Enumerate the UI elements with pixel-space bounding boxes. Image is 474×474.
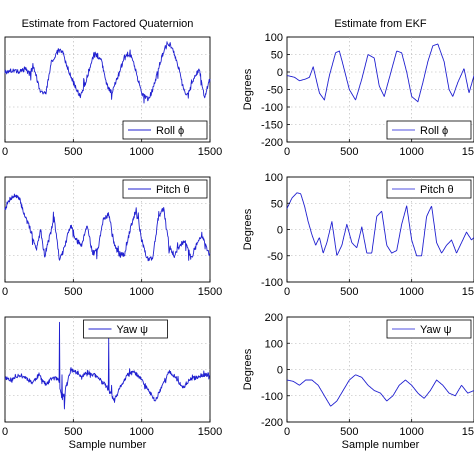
x-tick-label: 1000 bbox=[129, 146, 153, 158]
y-tick-label: -50 bbox=[267, 85, 283, 97]
legend: Yaw ψ bbox=[386, 319, 472, 339]
legend: Roll ϕ bbox=[386, 120, 472, 140]
x-tick-label: 1500 bbox=[462, 286, 474, 298]
x-tick-label: 500 bbox=[64, 286, 82, 298]
x-tick-label: 500 bbox=[64, 426, 82, 438]
y-tick-label: -100 bbox=[261, 277, 283, 289]
x-tick-label: 0 bbox=[284, 146, 290, 158]
x-tick-label: 1000 bbox=[129, 426, 153, 438]
series-line bbox=[4, 193, 211, 262]
subplot-2: 0 500 1000 1500 Pitch θ bbox=[2, 176, 222, 298]
y-tick-label: -200 bbox=[261, 137, 283, 149]
subplot-1: 050010001500100500-50-100-150-200Estimat… bbox=[242, 18, 474, 158]
y-tick-label: 100 bbox=[265, 172, 283, 184]
chart-title: Estimate from EKF bbox=[334, 18, 427, 30]
x-tick-label: 1500 bbox=[462, 146, 474, 158]
x-tick-label: 1000 bbox=[399, 426, 423, 438]
legend-label: Yaw ψ bbox=[420, 324, 452, 336]
legend-label: Yaw ψ bbox=[117, 324, 149, 336]
y-tick-label: 0 bbox=[277, 67, 283, 79]
x-tick-label: 500 bbox=[340, 426, 358, 438]
y-tick-label: 200 bbox=[265, 312, 283, 324]
y-tick-label: 0 bbox=[277, 225, 283, 237]
y-axis-label: Degrees bbox=[242, 348, 254, 390]
x-tick-label: 1500 bbox=[198, 426, 222, 438]
x-tick-label: 0 bbox=[2, 286, 8, 298]
legend-box bbox=[83, 319, 168, 339]
x-tick-label: 0 bbox=[284, 426, 290, 438]
x-tick-label: 500 bbox=[340, 286, 358, 298]
series-line bbox=[286, 374, 474, 407]
subplot-4: 0 500 1000 1500 Sample number Yaw ψ bbox=[2, 316, 222, 451]
x-tick-label: 1500 bbox=[462, 426, 474, 438]
chart-title: Estimate from Factored Quaternion bbox=[22, 18, 194, 30]
x-tick-label: 1500 bbox=[198, 286, 222, 298]
x-tick-label: 0 bbox=[2, 426, 8, 438]
y-tick-label: 100 bbox=[265, 338, 283, 350]
x-tick-label: 1000 bbox=[399, 286, 423, 298]
legend-box bbox=[386, 319, 472, 339]
subplot-0: 0 500 1000 1500 Estimate from Factored Quate… bbox=[2, 18, 222, 158]
x-tick-label: 1000 bbox=[129, 286, 153, 298]
series-line bbox=[286, 43, 474, 103]
x-axis-label: Sample number bbox=[69, 439, 147, 451]
subplot-5: 0500100015002001000-100-200DegreesSample… bbox=[242, 312, 474, 451]
y-tick-label: -200 bbox=[261, 417, 283, 429]
legend-label: Roll ϕ bbox=[156, 125, 184, 137]
legend: Pitch θ bbox=[386, 179, 472, 199]
y-tick-label: -50 bbox=[267, 251, 283, 263]
legend: Yaw ψ bbox=[83, 319, 168, 339]
series-line bbox=[286, 192, 474, 257]
y-tick-label: -150 bbox=[261, 120, 283, 132]
series-line bbox=[4, 41, 211, 104]
legend-label: Roll ϕ bbox=[420, 125, 448, 137]
x-axis-label: Sample number bbox=[342, 439, 420, 451]
legend: Roll ϕ bbox=[122, 120, 208, 140]
legend-box bbox=[122, 179, 208, 199]
legend-label: Pitch θ bbox=[420, 184, 454, 196]
y-tick-label: 0 bbox=[277, 365, 283, 377]
y-tick-label: 50 bbox=[271, 198, 283, 210]
y-tick-label: 100 bbox=[265, 32, 283, 44]
y-tick-label: -100 bbox=[261, 391, 283, 403]
legend-box bbox=[386, 179, 472, 199]
x-tick-label: 1500 bbox=[198, 146, 222, 158]
y-tick-label: -100 bbox=[261, 102, 283, 114]
x-tick-label: 0 bbox=[2, 146, 8, 158]
legend-label: Pitch θ bbox=[156, 184, 190, 196]
x-tick-label: 0 bbox=[284, 286, 290, 298]
y-axis-label: Degrees bbox=[242, 68, 254, 110]
x-tick-label: 1000 bbox=[399, 146, 423, 158]
legend-box bbox=[386, 120, 472, 140]
legend-box bbox=[122, 120, 208, 140]
legend: Pitch θ bbox=[122, 179, 208, 199]
y-tick-label: 50 bbox=[271, 50, 283, 62]
x-tick-label: 500 bbox=[64, 146, 82, 158]
series-line bbox=[4, 321, 211, 410]
y-axis-label: Degrees bbox=[242, 208, 254, 250]
x-tick-label: 500 bbox=[340, 146, 358, 158]
